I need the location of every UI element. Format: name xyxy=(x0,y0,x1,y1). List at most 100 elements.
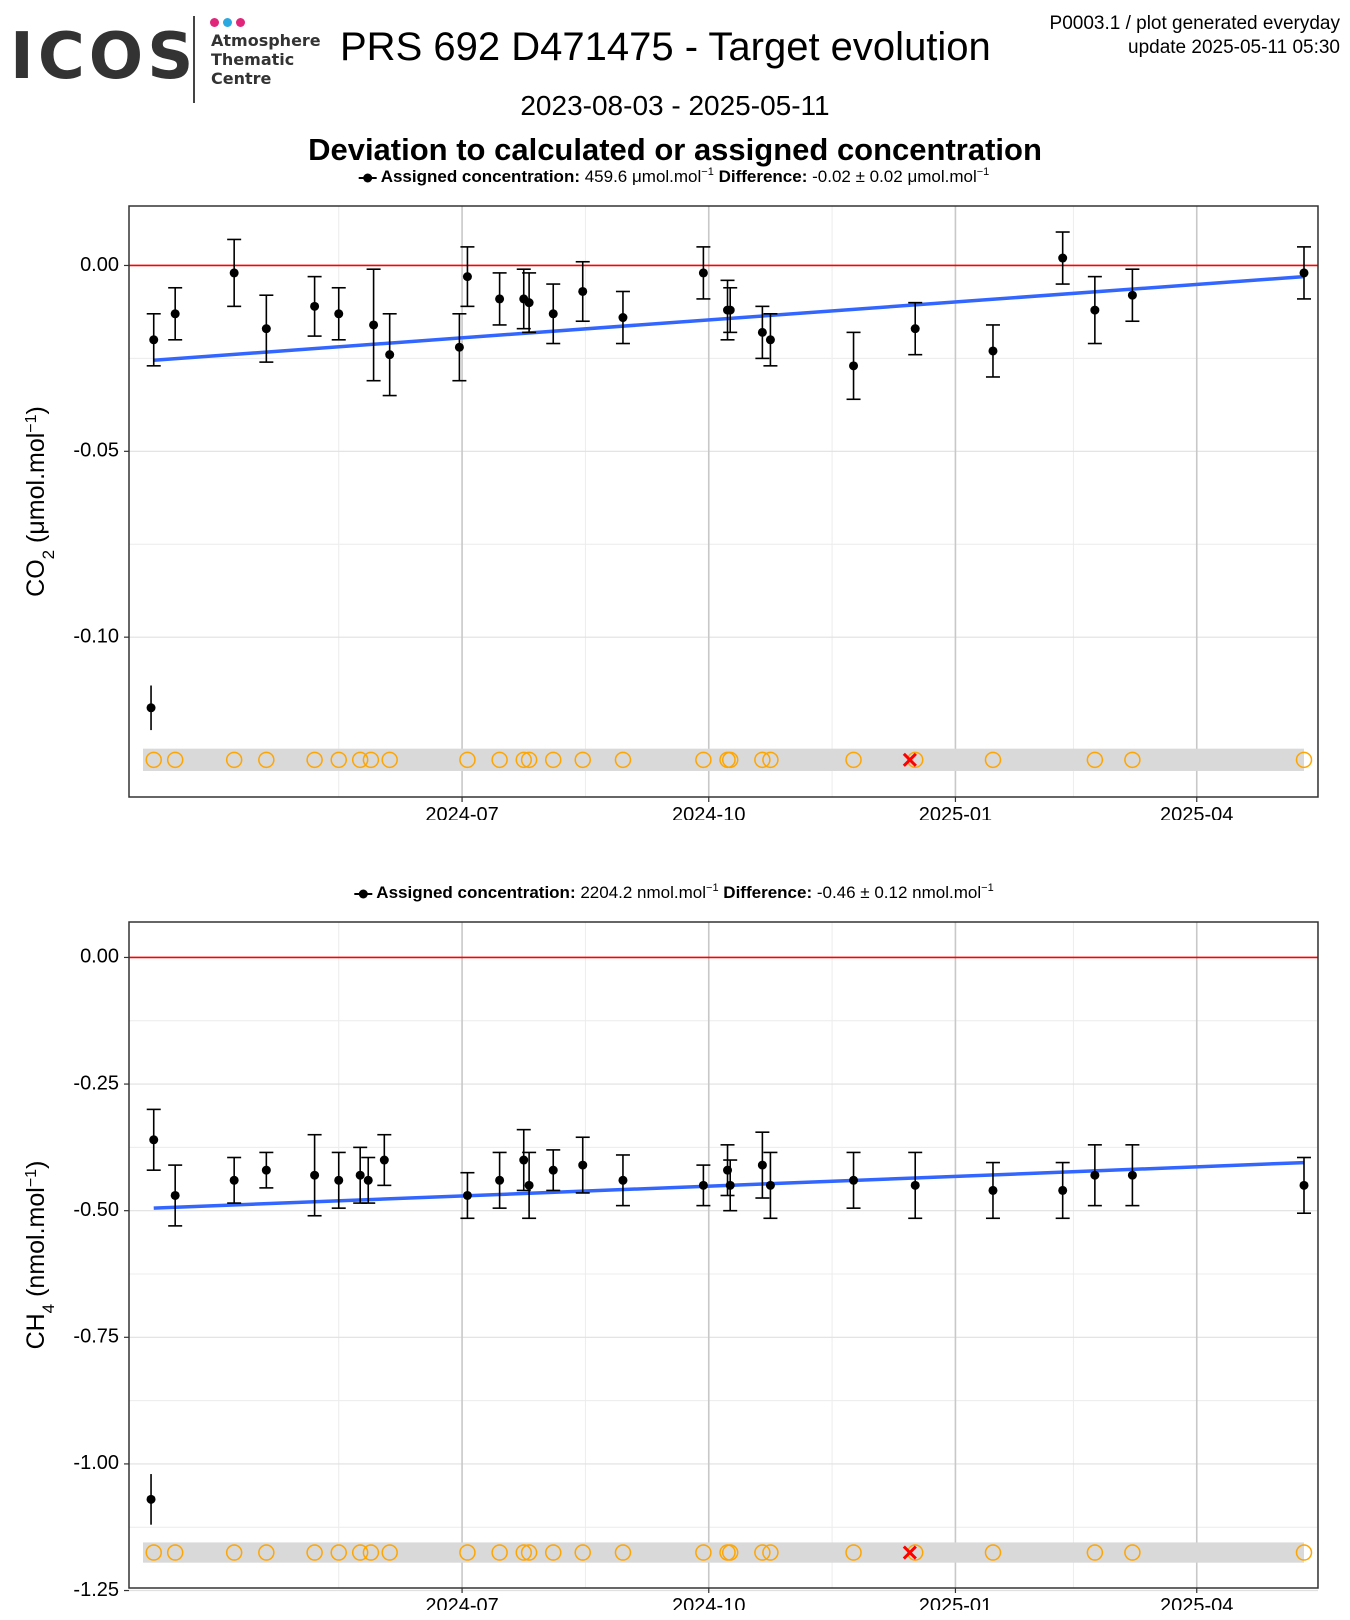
y-tick-label-3: -0.75 xyxy=(73,1326,119,1348)
y-title-main: CO xyxy=(22,559,50,597)
flag-band xyxy=(143,748,1304,771)
data-point-9 xyxy=(460,1171,475,1220)
flag-circle-15 xyxy=(614,751,632,769)
logo-subtitle-line-1: Atmosphere xyxy=(211,31,321,50)
flag-circle-12 xyxy=(520,1544,538,1561)
point-marker xyxy=(1127,290,1137,300)
point-marker xyxy=(310,1170,320,1180)
data-point-16 xyxy=(696,1164,711,1207)
point-marker xyxy=(334,1175,344,1185)
data-point-25 xyxy=(1087,275,1102,345)
data-point-16 xyxy=(696,246,711,300)
flag-circle-5 xyxy=(330,1544,347,1561)
point-marker xyxy=(698,268,708,278)
data-point-22 xyxy=(908,1151,923,1220)
flag-circle-15 xyxy=(614,1544,632,1561)
point-marker xyxy=(310,301,320,311)
data-point-18 xyxy=(723,1159,738,1212)
flag-markers xyxy=(145,1544,1313,1561)
data-point-15 xyxy=(615,1154,630,1207)
flag-circle-13 xyxy=(544,751,562,769)
bad-flag-b-0 xyxy=(902,1545,917,1560)
flag-circle-16 xyxy=(695,1544,712,1561)
data-point-24 xyxy=(1055,1161,1070,1220)
y-tick-label-0: 0.00 xyxy=(80,254,119,276)
flag-circle-21 xyxy=(845,1544,862,1561)
data-point-20 xyxy=(763,312,778,367)
flag-circle-11 xyxy=(515,751,532,769)
flag-circle-24 xyxy=(1086,751,1104,769)
data-point-1 xyxy=(168,1164,183,1227)
flag-circle-2 xyxy=(225,1544,243,1561)
grid xyxy=(129,206,1318,797)
data-point-1 xyxy=(168,286,183,341)
x-tick-label-1: 2024-10 xyxy=(672,804,745,820)
point-marker xyxy=(578,1160,588,1170)
y-title-unit: (nmol.mol xyxy=(22,1187,50,1304)
legend-part-6: −1 xyxy=(977,166,990,178)
x-tick-label-0: 2024-07 xyxy=(425,804,498,820)
x-tick-label-2: 2025-01 xyxy=(919,804,992,820)
y-tick-label-0: 0.00 xyxy=(80,946,119,968)
legend-part-1: 459.6 μmol.mol xyxy=(585,167,702,186)
flag-circle-6 xyxy=(351,1544,369,1561)
flag-circle-4 xyxy=(306,1544,323,1561)
data-point-4 xyxy=(307,275,322,337)
data-point-12 xyxy=(522,272,537,334)
logo-subtitle: Atmosphere Thematic Centre xyxy=(211,31,321,88)
flag-circle-5 xyxy=(330,751,347,769)
flag-markers xyxy=(145,751,1313,769)
flag-circle-3 xyxy=(258,751,275,769)
flag-circle-18 xyxy=(721,1544,739,1561)
flag-circle-7 xyxy=(362,751,380,769)
x-tick-label-1: 2024-10 xyxy=(672,1595,745,1610)
flag-circle-26 xyxy=(1295,1544,1313,1561)
point-marker xyxy=(454,342,464,352)
point-marker xyxy=(170,1190,180,1200)
meta-line-2: update 2025-05-11 05:30 xyxy=(1128,37,1340,58)
data-point-2 xyxy=(227,1156,242,1204)
flag-circle-18 xyxy=(721,751,739,769)
data-point-12 xyxy=(522,1151,537,1220)
point-marker xyxy=(385,350,395,360)
legend-part-6: −1 xyxy=(981,882,994,894)
y-axis-title: CO2 (μmol.mol−1) xyxy=(22,406,58,597)
data-point-25 xyxy=(1087,1144,1102,1207)
logo-subtitle-line-3: Centre xyxy=(211,69,272,88)
point-marker xyxy=(1299,268,1309,278)
meta-line-1: P0003.1 / plot generated everyday xyxy=(1049,13,1340,34)
data-point-20 xyxy=(763,1151,778,1220)
y-tick-label-4: -1.00 xyxy=(73,1452,119,1474)
data-point-19 xyxy=(755,305,770,360)
point-marker xyxy=(725,305,735,315)
data-point-22 xyxy=(908,301,923,356)
point-marker xyxy=(849,361,859,371)
data-point-3 xyxy=(259,1151,274,1189)
flag-circle-22 xyxy=(906,1544,924,1561)
legend-text: Assigned concentration: 2204.2 nmol.mol−… xyxy=(376,882,993,903)
x-tick-label-0: 2024-07 xyxy=(425,1595,498,1610)
data-point-9 xyxy=(460,246,475,308)
data-point-21 xyxy=(846,1151,861,1209)
flag-circle-6 xyxy=(351,751,369,769)
plot-meta: P0003.1 / plot generated everyday update… xyxy=(1050,12,1340,60)
y-title-close: ) xyxy=(22,1161,50,1169)
flag-circle-13 xyxy=(544,1544,562,1561)
legend-part-0: Assigned concentration: xyxy=(376,883,580,902)
point-marker xyxy=(524,298,534,308)
y-title-sub: 4 xyxy=(39,1304,58,1313)
icos-logo-text: ICOS xyxy=(10,20,198,94)
flag-circle-25 xyxy=(1124,751,1141,769)
data-point-5 xyxy=(331,1151,346,1209)
data-point-21 xyxy=(846,331,861,401)
data-point-13 xyxy=(546,1149,561,1192)
data-point-7 xyxy=(452,312,467,382)
flag-circle-4 xyxy=(306,751,323,769)
y-title-main: CH xyxy=(22,1313,50,1349)
legend-part-0: Assigned concentration: xyxy=(381,167,585,186)
point-marker xyxy=(1090,305,1100,315)
data-point-8 xyxy=(377,1133,392,1187)
point-marker xyxy=(355,1170,365,1180)
point-marker xyxy=(849,1175,859,1185)
flag-circle-9 xyxy=(459,1544,476,1561)
